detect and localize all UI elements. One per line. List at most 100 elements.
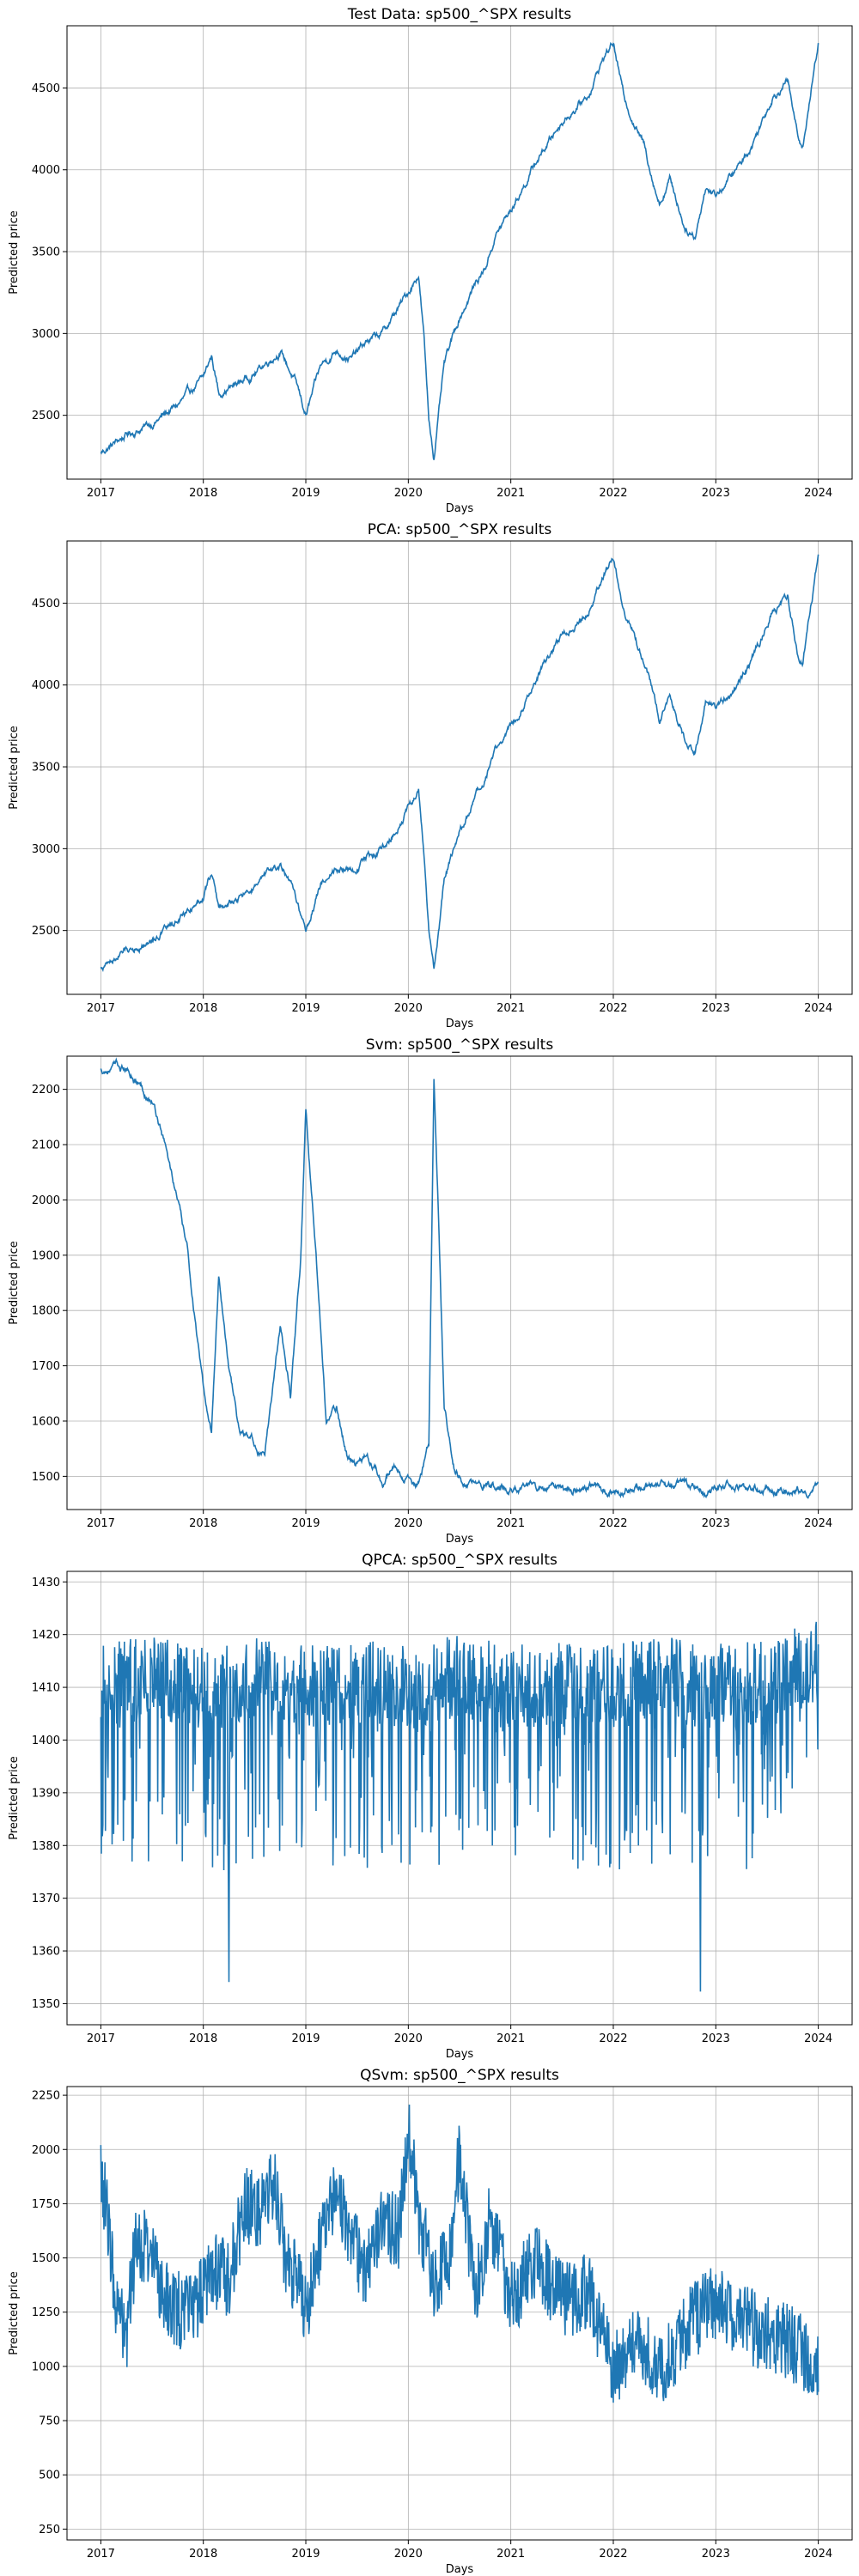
- axes-frame: [66, 540, 853, 995]
- x-tick-label: 2024: [804, 2032, 832, 2045]
- y-tick-label: 1360: [32, 1946, 60, 1959]
- x-axis-label: Days: [446, 2563, 474, 2576]
- x-tick-label: 2023: [702, 487, 730, 500]
- axes-frame: [66, 1571, 853, 2026]
- chart-panel-5: 2017 2018 2019 2020 2021 2022 2023 2024 250 500 75…: [8, 2067, 853, 2576]
- series-line: [100, 41, 819, 460]
- y-tick-label: 500: [39, 2470, 60, 2482]
- x-axis-label: Days: [446, 1533, 474, 1546]
- y-tick-label: 1900: [32, 1249, 60, 1262]
- x-tick-label: 2018: [189, 2548, 217, 2561]
- y-axis-label: Predicted price: [8, 1756, 21, 1840]
- y-tick-label: 1430: [32, 1577, 60, 1589]
- y-tick-label: 2100: [32, 1139, 60, 1152]
- chart-panel-4: 2017 2018 2019 2020 2021 2022 2023 2024 1350 1360…: [8, 1552, 853, 2061]
- y-tick-label: 3000: [32, 843, 60, 856]
- x-tick-label: 2021: [497, 487, 525, 500]
- series-line: [100, 2104, 819, 2403]
- chart-title: QSvm: sp500_^SPX results: [360, 2067, 559, 2084]
- y-tick-label: 3500: [32, 762, 60, 775]
- x-tick-label: 2017: [87, 2548, 115, 2561]
- x-tick-label: 2018: [189, 1002, 217, 1015]
- x-axis-label: Days: [446, 2048, 474, 2061]
- y-tick-label: 1420: [32, 1629, 60, 1642]
- x-tick-label: 2024: [804, 2548, 832, 2561]
- x-tick-label: 2020: [394, 1002, 423, 1015]
- x-tick-label: 2020: [394, 487, 423, 500]
- y-axis-label: Predicted price: [8, 2271, 21, 2355]
- series-line: [100, 554, 819, 973]
- x-tick-label: 2020: [394, 1517, 423, 1530]
- chart-title: Svm: sp500_^SPX results: [366, 1036, 554, 1054]
- y-tick-label: 4500: [32, 82, 60, 95]
- chart-panel-2: 2017 2018 2019 2020 2021 2022 2023 2024 2500 3000…: [8, 521, 853, 1030]
- x-tick-label: 2024: [804, 1517, 832, 1530]
- y-tick-label: 1600: [32, 1415, 60, 1428]
- y-axis-label: Predicted price: [8, 726, 21, 810]
- axes-frame: [66, 1055, 853, 1510]
- chart-panel-1: 2017 2018 2019 2020 2021 2022 2023 2024 2500 3000…: [8, 6, 853, 515]
- x-tick-label: 2019: [291, 1002, 320, 1015]
- x-tick-label: 2022: [599, 1517, 627, 1530]
- x-tick-label: 2022: [599, 487, 627, 500]
- x-tick-label: 2019: [291, 487, 320, 500]
- y-tick-label: 1500: [32, 2252, 60, 2265]
- x-tick-label: 2019: [291, 2032, 320, 2045]
- x-tick-label: 2017: [87, 1002, 115, 1015]
- x-tick-label: 2023: [702, 2548, 730, 2561]
- y-tick-label: 1390: [32, 1787, 60, 1800]
- x-tick-label: 2019: [291, 1517, 320, 1530]
- y-tick-label: 1800: [32, 1305, 60, 1318]
- x-tick-label: 2018: [189, 487, 217, 500]
- x-axis-label: Days: [446, 502, 474, 515]
- x-tick-label: 2018: [189, 1517, 217, 1530]
- x-tick-label: 2023: [702, 1002, 730, 1015]
- y-tick-label: 4000: [32, 164, 60, 177]
- y-tick-label: 3500: [32, 246, 60, 259]
- y-tick-label: 3000: [32, 328, 60, 341]
- y-tick-label: 250: [39, 2524, 60, 2537]
- x-tick-label: 2020: [394, 2032, 423, 2045]
- y-tick-label: 4000: [32, 679, 60, 692]
- x-tick-label: 2019: [291, 2548, 320, 2561]
- axes-frame: [66, 25, 853, 480]
- chart-title: PCA: sp500_^SPX results: [368, 521, 552, 538]
- y-tick-label: 2500: [32, 410, 60, 422]
- y-tick-label: 750: [39, 2415, 60, 2428]
- x-tick-label: 2024: [804, 487, 832, 500]
- x-tick-label: 2021: [497, 1002, 525, 1015]
- y-tick-label: 4500: [32, 598, 60, 611]
- y-tick-label: 2200: [32, 1084, 60, 1097]
- y-tick-label: 1250: [32, 2306, 60, 2319]
- axes-frame: [66, 2086, 853, 2541]
- x-tick-label: 2020: [394, 2548, 423, 2561]
- y-tick-label: 1000: [32, 2360, 60, 2373]
- x-tick-label: 2018: [189, 2032, 217, 2045]
- y-tick-label: 1410: [32, 1682, 60, 1695]
- y-tick-label: 1500: [32, 1471, 60, 1484]
- y-tick-label: 2500: [32, 925, 60, 938]
- chart-panel-3: 2017 2018 2019 2020 2021 2022 2023 2024 1500 1600…: [8, 1036, 853, 1546]
- chart-title: QPCA: sp500_^SPX results: [362, 1552, 557, 1569]
- x-tick-label: 2017: [87, 2032, 115, 2045]
- x-tick-label: 2023: [702, 1517, 730, 1530]
- y-tick-label: 1750: [32, 2198, 60, 2211]
- x-tick-label: 2017: [87, 1517, 115, 1530]
- x-tick-label: 2023: [702, 2032, 730, 2045]
- series-line: [100, 1057, 819, 1499]
- chart-title: Test Data: sp500_^SPX results: [347, 6, 572, 23]
- y-tick-label: 2000: [32, 1194, 60, 1207]
- x-tick-label: 2022: [599, 1002, 627, 1015]
- y-tick-label: 1400: [32, 1735, 60, 1747]
- x-tick-label: 2022: [599, 2032, 627, 2045]
- y-tick-label: 1350: [32, 1998, 60, 2011]
- y-axis-label: Predicted price: [8, 1241, 21, 1325]
- y-tick-label: 1370: [32, 1893, 60, 1905]
- y-tick-label: 2250: [32, 2090, 60, 2103]
- x-tick-label: 2021: [497, 2032, 525, 2045]
- y-axis-label: Predicted price: [8, 210, 21, 295]
- x-tick-label: 2024: [804, 1002, 832, 1015]
- x-tick-label: 2021: [497, 2548, 525, 2561]
- x-tick-label: 2021: [497, 1517, 525, 1530]
